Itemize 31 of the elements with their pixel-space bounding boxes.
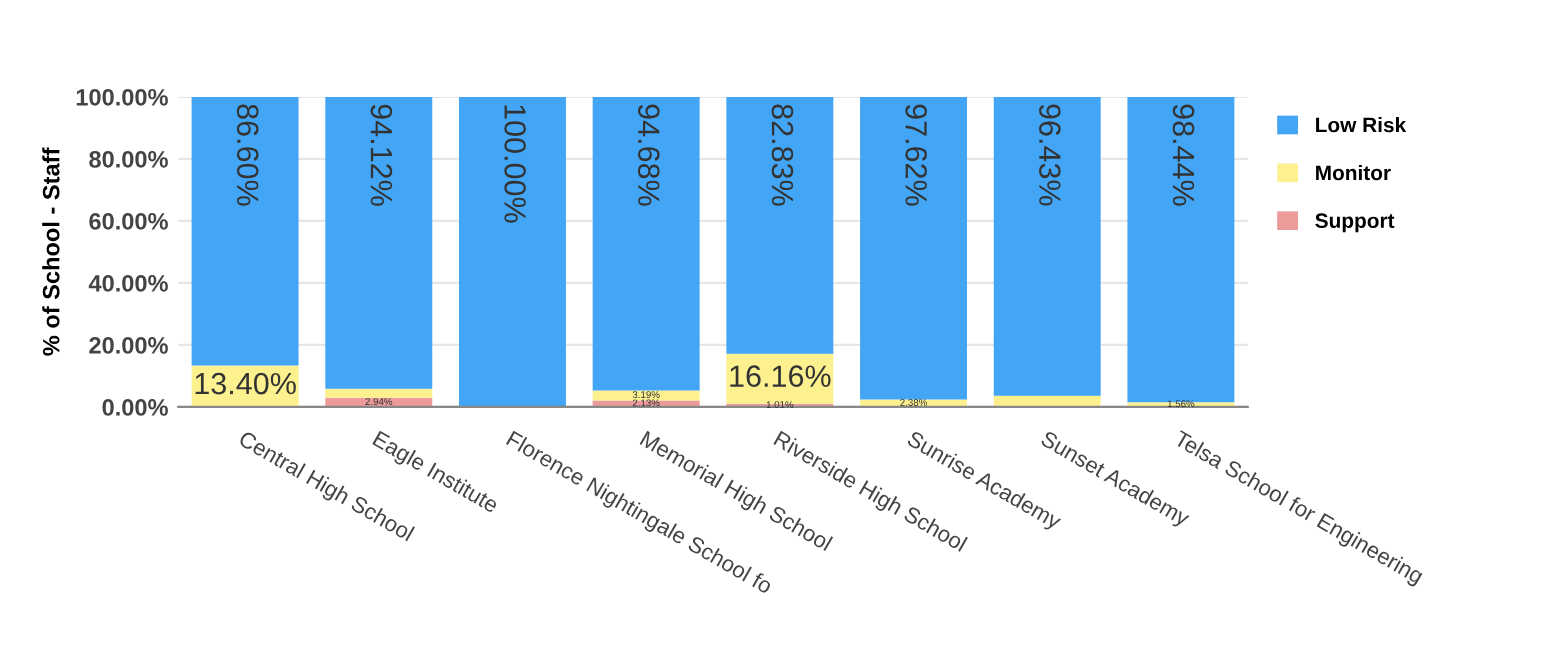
y-tick-label: 20.00%	[89, 337, 168, 354]
data-label: 94.68%	[637, 104, 660, 206]
y-tick-label: 0.00%	[102, 399, 168, 416]
bar	[1127, 96, 1235, 403]
data-label: 82.83%	[771, 104, 794, 206]
bar	[993, 395, 1101, 407]
y-tick-label: 40.00%	[88, 275, 168, 292]
bar	[860, 96, 968, 400]
legend-label: Support	[1315, 213, 1395, 233]
data-label: 13.40%	[195, 372, 296, 395]
bar	[325, 97, 433, 389]
data-label: 100.00%	[504, 105, 526, 223]
bar	[325, 388, 433, 398]
y-tick-label: 100.00%	[76, 88, 168, 106]
y-axis-title: % of School - Staff	[42, 147, 60, 356]
bar	[458, 96, 566, 407]
bar	[726, 96, 834, 354]
legend-label: Low Risk	[1316, 117, 1407, 133]
bar	[592, 96, 700, 391]
data-label: 16.16%	[730, 365, 831, 387]
data-label: 86.60%	[236, 104, 259, 206]
bar	[993, 96, 1101, 396]
data-label: 94.12%	[370, 104, 393, 206]
bar	[191, 96, 299, 366]
y-tick-label: 60.00%	[89, 213, 168, 230]
data-label: 97.62%	[905, 104, 927, 206]
y-tick-label: 80.00%	[89, 150, 168, 168]
data-label: 98.44%	[1172, 104, 1195, 206]
legend-label: Monitor	[1316, 164, 1391, 181]
bar	[592, 390, 700, 401]
data-label: 96.43%	[1039, 104, 1061, 206]
